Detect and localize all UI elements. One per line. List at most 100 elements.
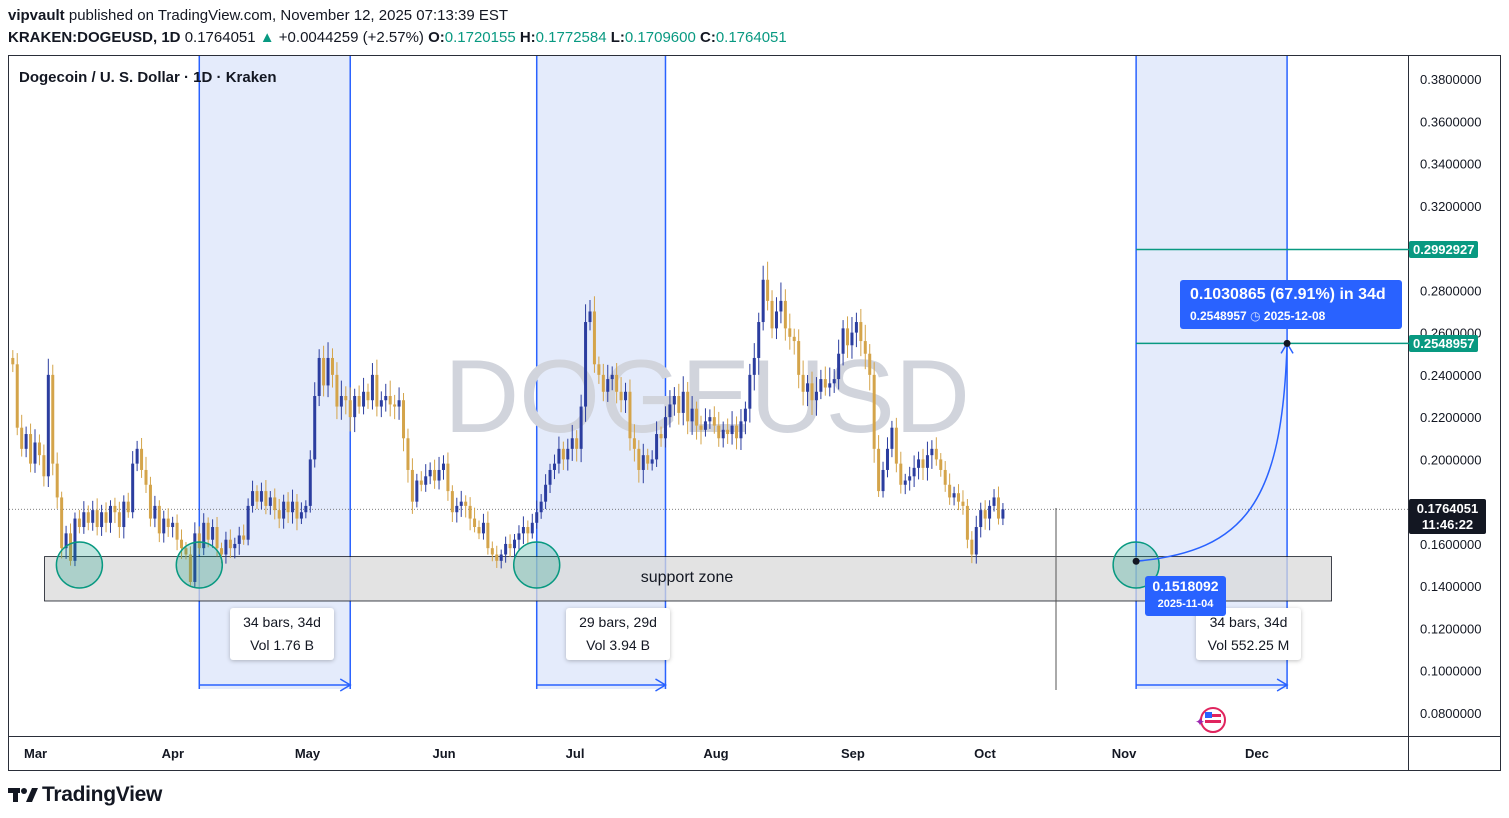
candle-body [295,501,299,519]
projection-badge: 0.1030865 (67.91%) in 34d 0.2548957 ◷ 20… [1180,280,1402,329]
candle-body [832,379,836,384]
candle-body [823,379,827,388]
candle-body [606,379,610,392]
candle-body [979,510,983,528]
candle-body [144,469,148,485]
candle-body [255,491,259,502]
candle-body [60,497,64,549]
candle-body [686,391,690,422]
candle-body [237,535,241,544]
publish-info: published on TradingView.com, November 1… [68,7,509,24]
y-tick-label: 0.1400000 [1420,579,1481,594]
candle-body [450,491,454,513]
candle-body [370,374,374,401]
support-zone-label: support zone [641,569,734,586]
candle-body [357,396,361,407]
candle-body [397,400,401,407]
candle-body [273,497,277,511]
candle-body [925,455,929,468]
candle-body [739,421,743,439]
candle-body [659,434,663,439]
candle-body [499,554,503,561]
candle-body [317,357,321,396]
candle-body [24,434,28,449]
y-tick-label: 0.2000000 [1420,452,1481,467]
candle-body [535,512,539,523]
candle-body [459,501,463,506]
candle-body [308,459,312,506]
y-tick-label: 0.2200000 [1420,410,1481,425]
candle-body [100,512,104,528]
candle-body [695,408,699,426]
candle-body [335,374,339,407]
candle-body [233,543,237,549]
candle-body [526,527,530,534]
candle-body [148,484,152,519]
candle-body [339,396,343,407]
candle-body [219,548,223,555]
candle-body [663,417,667,439]
candle-body [1001,509,1005,519]
price-axis[interactable]: 0.3800000 0.3600000 0.3400000 0.3200000 0.28… [1420,72,1481,721]
candle-body [708,417,712,422]
candle-body [117,512,121,528]
candle-body [863,341,867,354]
candle-body [153,505,157,519]
candle-body [251,491,255,506]
candle-body [655,434,659,460]
candle-body [433,469,437,481]
time-axis[interactable]: Mar Apr May Jun Jul Aug Sep Oct Nov Dec [24,746,1269,761]
candle-body [228,539,232,549]
y-tick-label: 0.1600000 [1420,537,1481,552]
x-tick-label: Nov [1112,746,1137,761]
candle-body [486,522,490,549]
candle-body [579,406,583,449]
candle-body [20,427,24,449]
candle-body [748,374,752,409]
candle-body [348,400,352,418]
range2-bars: 29 bars, 29d [579,614,657,630]
candle-body [104,512,108,523]
candle-body [95,510,99,528]
candle-body [33,442,37,464]
range3-bars: 34 bars, 34d [1209,614,1288,630]
candle-body [783,300,787,329]
price-change: +0.0044259 (+2.57%) [278,29,424,46]
candle-body [375,374,379,407]
candle-body [286,501,290,513]
candle-body [504,543,508,555]
candle-body [259,491,263,502]
candle-body [917,459,921,468]
author-name[interactable]: vipvault [8,7,65,24]
candle-body [957,493,961,502]
low-marker-circle [175,541,224,589]
candle-body [86,512,90,523]
candle-body [42,455,46,477]
tradingview-logo[interactable]: TradingView [8,783,162,807]
x-tick-label: May [295,746,321,761]
range2-volume: Vol 3.94 B [586,637,650,653]
candle-body [322,357,326,386]
x-tick-label: Jun [432,746,455,761]
candle-body [131,463,135,513]
candle-body [575,438,579,449]
candle-body [668,404,672,418]
target-high-price-tag: 0.2992927 [1409,241,1479,258]
range1-volume: Vol 1.76 B [250,637,314,653]
candle-body [51,374,55,464]
candle-body [77,518,81,528]
candle-body [735,425,739,439]
candle-body [681,391,685,413]
candle-body [797,341,801,375]
candle-body [388,396,392,405]
candle-body [854,322,858,333]
candle-body [548,469,552,485]
candle-body [224,539,228,555]
candle-body [948,484,952,498]
low-label: L: [610,29,625,46]
candle-body [175,522,179,540]
symbol-name[interactable]: KRAKEN:DOGEUSD, 1D [8,29,181,46]
candle-body [650,459,654,464]
candle-body [490,548,494,555]
